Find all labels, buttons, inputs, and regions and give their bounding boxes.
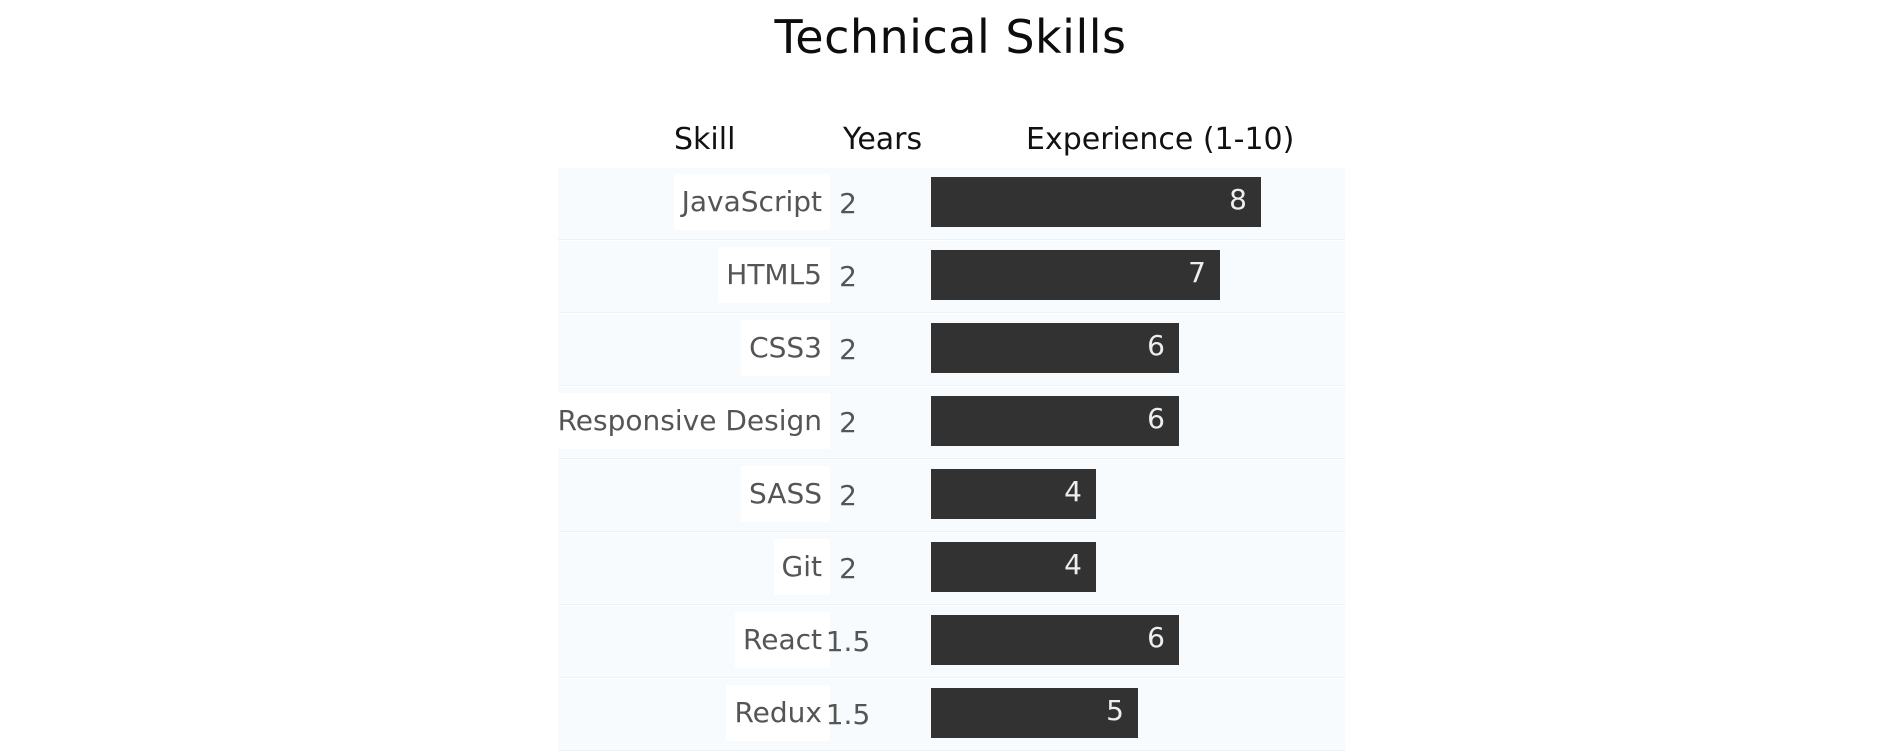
skill-label: CSS3: [741, 320, 830, 376]
bar-value-label: 7: [1188, 256, 1206, 289]
bar-track: 5: [931, 688, 1431, 738]
column-header-skill: Skill: [674, 122, 736, 157]
skill-label: Git: [773, 539, 830, 595]
experience-bar: 7: [931, 250, 1220, 300]
bar-value-label: 4: [1064, 475, 1082, 508]
years-value: 2: [839, 333, 857, 366]
page-title: Technical Skills: [774, 10, 1127, 64]
bar-value-label: 6: [1147, 329, 1165, 362]
bar-track: 7: [931, 250, 1431, 300]
bar-track: 8: [931, 177, 1431, 227]
table-row: HTML5 2 7: [558, 241, 1345, 313]
table-row: JavaScript 2 8: [558, 168, 1345, 240]
bar-value-label: 5: [1106, 694, 1124, 727]
bar-track: 6: [931, 615, 1431, 665]
experience-bar: 4: [931, 469, 1096, 519]
experience-bar: 4: [931, 542, 1096, 592]
experience-bar: 6: [931, 323, 1179, 373]
table-row: Responsive Design 2 6: [549, 387, 1345, 459]
table-row: Git 2 4: [558, 533, 1345, 605]
skill-label: JavaScript: [673, 174, 830, 230]
years-value: 2: [839, 260, 857, 293]
skill-label: HTML5: [718, 247, 830, 303]
years-value: 2: [839, 406, 857, 439]
column-header-experience: Experience (1-10): [1026, 122, 1295, 157]
skill-label: React: [735, 612, 830, 668]
experience-bar: 6: [931, 396, 1179, 446]
years-value: 1.5: [825, 698, 871, 731]
bar-track: 6: [931, 323, 1431, 373]
skill-label: SASS: [741, 466, 830, 522]
years-value: 2: [839, 552, 857, 585]
years-value: 2: [839, 187, 857, 220]
years-value: 2: [839, 479, 857, 512]
skill-label: Responsive Design: [549, 393, 830, 449]
table-header: Skill Years Experience (1-10): [558, 118, 1345, 168]
bar-track: 4: [931, 542, 1431, 592]
years-value: 1.5: [825, 625, 871, 658]
column-header-years: Years: [843, 122, 923, 157]
table-row: Redux 1.5 5: [558, 679, 1345, 751]
bar-value-label: 4: [1064, 548, 1082, 581]
experience-bar: 8: [931, 177, 1261, 227]
skill-label: Redux: [726, 685, 830, 741]
experience-bar: 6: [931, 615, 1179, 665]
experience-bar: 5: [931, 688, 1138, 738]
bar-value-label: 8: [1229, 183, 1247, 216]
bar-value-label: 6: [1147, 402, 1165, 435]
table-row: SASS 2 4: [558, 460, 1345, 532]
table-row: CSS3 2 6: [558, 314, 1345, 386]
table-row: React 1.5 6: [558, 606, 1345, 678]
bar-track: 4: [931, 469, 1431, 519]
bar-value-label: 6: [1147, 621, 1165, 654]
table-body: JavaScript 2 8 HTML5 2 7 CSS3 2 6 Responsive Desi…: [549, 168, 1345, 751]
skills-table: Skill Years Experience (1-10) JavaScript…: [549, 118, 1345, 752]
bar-track: 6: [931, 396, 1431, 446]
